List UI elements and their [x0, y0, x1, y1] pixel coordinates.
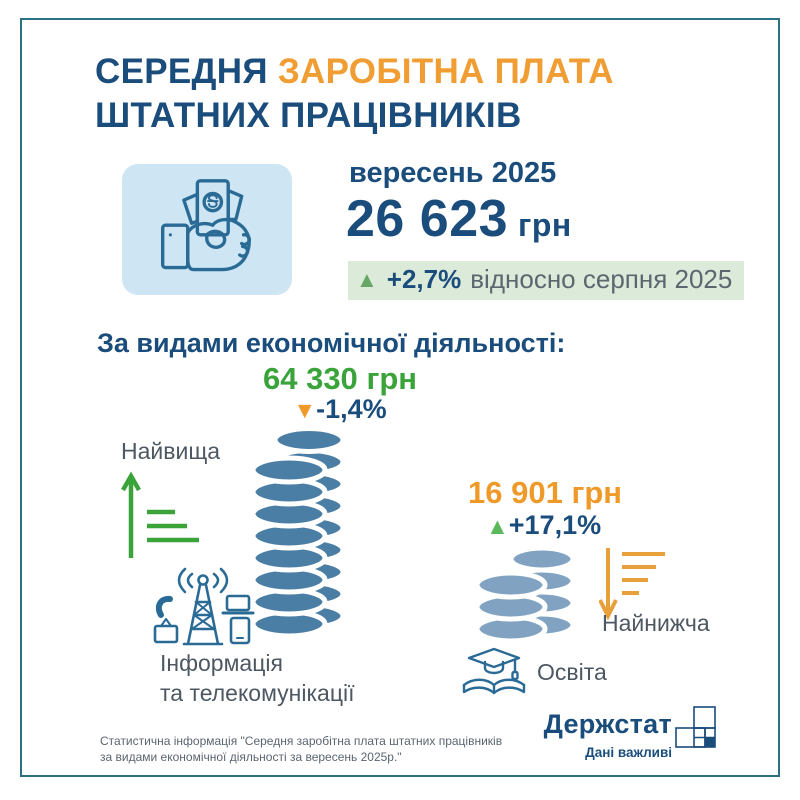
change-percent: +2,7%	[386, 264, 462, 294]
lowest-salary-value: 16 901 грн	[468, 475, 622, 511]
page-title: СЕРЕДНЯ ЗАРОБІТНА ПЛАТА ШТАТНИХ ПРАЦІВНИ…	[95, 50, 614, 138]
lowest-salary-unit: грн	[571, 475, 623, 510]
sort-descending-icon	[599, 548, 665, 621]
title-part2: ЗАРОБІТНА ПЛАТА	[277, 52, 614, 91]
coin-stack-large-icon	[250, 426, 346, 639]
highest-salary-change: ▼-1,4%	[226, 394, 454, 425]
rank-lowest-label: Найнижча	[602, 610, 710, 636]
source-note-line2: за видами економічної діяльності за вере…	[100, 750, 402, 765]
average-salary-value: 26 623 грн	[346, 189, 572, 249]
title-part1: СЕРЕДНЯ	[95, 52, 268, 91]
highest-salary-unit: грн	[366, 361, 418, 396]
hand-money-icon-box	[122, 164, 292, 295]
page-title-line1: СЕРЕДНЯ ЗАРОБІТНА ПЛАТА	[95, 50, 614, 94]
period-label: вересень 2025	[349, 157, 557, 189]
rank-highest-label: Найвища	[121, 438, 221, 464]
lowest-salary-number: 16 901	[468, 475, 563, 510]
logo-name: Держстат	[543, 709, 672, 739]
page-title-line2: ШТАТНИХ ПРАЦІВНИКІВ	[95, 96, 522, 136]
frame-border	[20, 18, 780, 777]
lowest-change-percent: +17,1%	[508, 510, 602, 540]
change-note: відносно серпня 2025	[470, 264, 733, 294]
coin-stack-small-icon	[474, 545, 576, 644]
hand-money-icon	[160, 178, 251, 271]
highest-salary-number: 64 330	[262, 361, 358, 396]
category-education-label: Освіта	[537, 659, 607, 685]
category-info-line1: Інформація	[160, 650, 283, 676]
education-graduation-icon	[462, 647, 526, 695]
average-salary-unit: грн	[518, 207, 572, 243]
lowest-salary-change: ▲+17,1%	[486, 510, 601, 541]
section-title: За видами економічної діяльності:	[97, 328, 566, 358]
highest-change-percent: -1,4%	[316, 394, 387, 424]
source-note: Статистична інформація "Середня заробітн…	[100, 733, 502, 765]
sort-ascending-icon	[121, 471, 199, 558]
triangle-up-small-icon: ▲	[486, 513, 509, 539]
derzhstat-logo-text: Держстат Дані важливі	[500, 709, 672, 761]
source-note-line1: Статистична інформація "Середня заробітн…	[100, 734, 503, 748]
logo-tagline: Дані важливі	[585, 745, 672, 760]
derzhstat-logo-icon	[675, 706, 716, 748]
category-info-label: Інформація та телекомунікації	[160, 648, 355, 709]
category-info-line2: та телекомунікації	[160, 680, 355, 707]
change-badge: ▲ +2,7% відносно серпня 2025	[348, 261, 745, 300]
triangle-up-icon: ▲	[356, 266, 378, 292]
triangle-down-icon: ▼	[293, 397, 317, 423]
telecom-tower-icon	[153, 567, 255, 646]
highest-salary-value: 64 330 грн	[226, 361, 454, 397]
average-salary-number: 26 623	[346, 190, 509, 248]
